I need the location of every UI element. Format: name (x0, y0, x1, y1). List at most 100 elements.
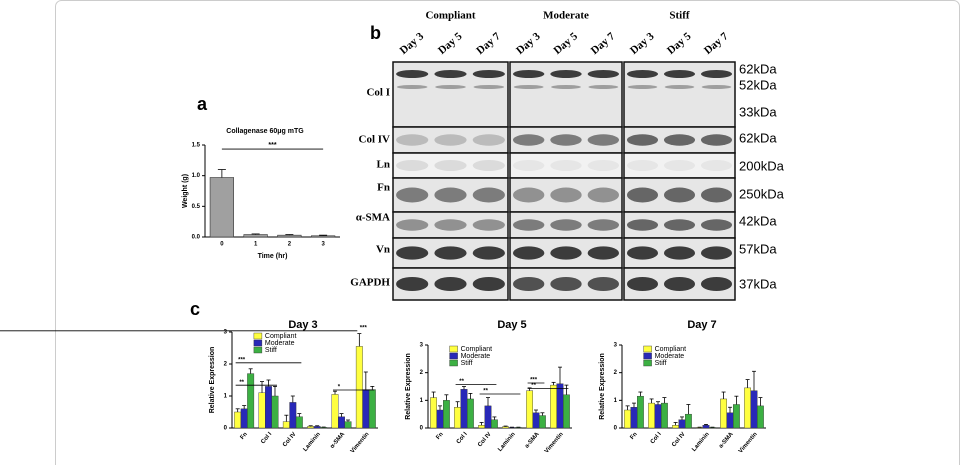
bar (484, 405, 492, 429)
y-tick-label: 3 (614, 343, 618, 349)
blot-band (627, 85, 658, 89)
blot-band (588, 85, 619, 89)
blot-band (700, 276, 733, 292)
blot-band (626, 70, 659, 78)
blot-band (626, 276, 659, 292)
blot-band (700, 70, 733, 78)
bar (320, 427, 328, 429)
y-tick-label: 0.5 (192, 204, 201, 210)
bar (234, 411, 242, 429)
blot-band (550, 246, 582, 260)
y-axis-label: Relative Expression (405, 353, 412, 420)
blot-band (587, 70, 620, 78)
bar (685, 413, 692, 429)
blot-band (435, 85, 466, 89)
x-tick-label: 1 (254, 242, 258, 248)
blot-band (472, 187, 505, 203)
bar (311, 235, 336, 238)
bar (556, 383, 564, 429)
blot-band (434, 219, 467, 231)
blot-band (663, 134, 696, 146)
blot-band (663, 219, 696, 231)
y-tick-label: 0 (224, 426, 228, 432)
blot-band (587, 219, 620, 231)
blot-band (587, 134, 620, 146)
blot-band (700, 160, 733, 171)
bar (702, 425, 710, 429)
bar (355, 346, 363, 429)
bar (331, 394, 339, 429)
bar (526, 390, 534, 429)
bar (678, 419, 686, 429)
blot-band (701, 85, 732, 89)
blot-band (396, 187, 429, 203)
bar (744, 387, 752, 429)
blot-band (512, 160, 545, 171)
bar (265, 386, 272, 429)
row-label: Fn (377, 182, 390, 194)
bar (563, 394, 570, 429)
bar (338, 416, 345, 429)
bar (733, 404, 740, 429)
blot-band (396, 160, 429, 171)
bar (661, 402, 668, 429)
y-axis-label: Relative Expression (209, 347, 216, 414)
bar (240, 408, 248, 429)
blot-band (663, 70, 696, 78)
y-tick-label: 3 (224, 330, 228, 336)
significance-label: ** (483, 389, 488, 395)
bar (271, 395, 279, 429)
blot-band (396, 70, 429, 78)
blot-band (626, 219, 659, 231)
bar (637, 395, 644, 429)
blot-band (587, 187, 620, 203)
bar (243, 234, 268, 238)
legend-swatch (253, 346, 263, 354)
bar (277, 234, 302, 238)
significance-label: *** (530, 378, 538, 384)
blot-band (396, 246, 429, 260)
row-label: Vn (376, 244, 390, 256)
blot-band (626, 134, 659, 146)
blot-band (700, 246, 733, 260)
blot-band (512, 219, 545, 231)
bar (478, 425, 485, 429)
blot-band (396, 85, 428, 89)
legend-label: Stiff (655, 360, 667, 367)
x-tick-label: Fn (240, 431, 250, 441)
condition-label: Moderate (543, 10, 589, 22)
blot-band (512, 134, 545, 146)
y-tick-label: 0 (614, 426, 618, 432)
bar (454, 407, 461, 429)
bar (491, 419, 498, 429)
size-label: 52kDa (739, 77, 777, 92)
y-tick-label: 3 (420, 343, 424, 349)
condition-label: Compliant (425, 10, 475, 22)
blot-band (700, 219, 733, 231)
legend-swatch (643, 359, 652, 367)
blot-band (473, 85, 505, 89)
blot-band (472, 219, 505, 231)
blot-band (550, 134, 582, 146)
size-label: 62kDa (739, 61, 777, 76)
blot-band (626, 187, 659, 203)
bar (282, 421, 290, 429)
bar (289, 402, 297, 429)
y-tick-label: 2 (614, 370, 618, 376)
size-label: 250kDa (739, 186, 785, 201)
bar (247, 373, 255, 429)
size-label: 42kDa (739, 213, 777, 228)
row-label: Col IV (359, 134, 391, 146)
bar (209, 177, 234, 238)
bar (258, 392, 266, 429)
legend-swatch (449, 345, 458, 353)
blot-band (700, 134, 733, 146)
legend-label: Compliant (265, 333, 297, 340)
y-tick-label: 0 (420, 426, 424, 432)
legend-swatch (643, 345, 652, 353)
significance-label: ** (239, 380, 244, 386)
blot-band (434, 187, 467, 203)
blot-band (663, 246, 696, 260)
row-label: Col I (366, 87, 390, 99)
